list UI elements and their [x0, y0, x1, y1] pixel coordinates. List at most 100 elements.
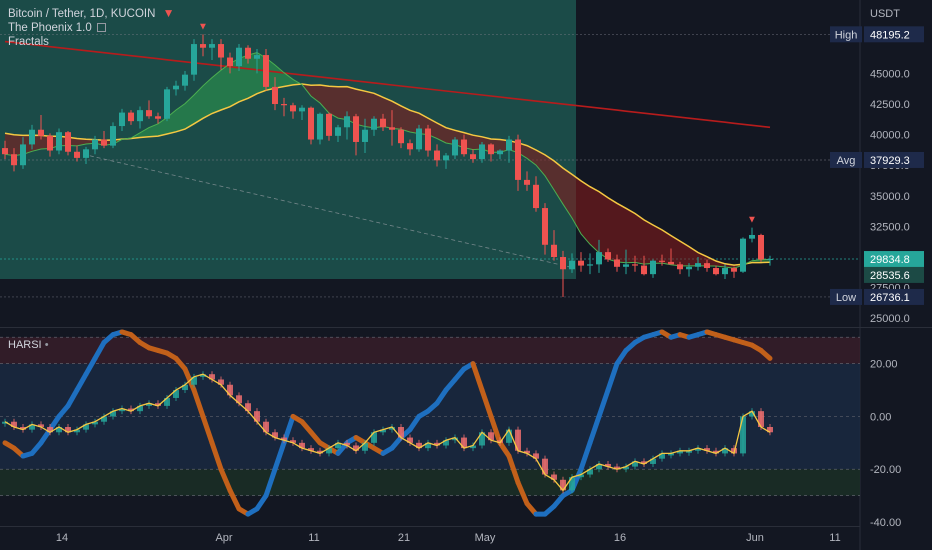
- rsi-ribbon-segment: [182, 366, 197, 393]
- ha-candle: [578, 474, 584, 478]
- candle-body: [749, 234, 755, 239]
- candle-body: [587, 264, 593, 266]
- time-tick-label: 16: [614, 532, 626, 544]
- ha-candle: [200, 374, 206, 377]
- ha-candle: [173, 390, 179, 398]
- ha-candle: [605, 463, 611, 467]
- badge-value-bg: [864, 26, 924, 43]
- ha-candle: [452, 437, 458, 441]
- ha-candle: [65, 427, 71, 433]
- badge-label: Low: [836, 292, 856, 304]
- ha-candle: [533, 453, 539, 459]
- ha-candle: [524, 450, 530, 454]
- time-tick-label: 11: [308, 532, 319, 544]
- ha-candle: [119, 408, 125, 412]
- ribbon-segment: [437, 122, 446, 144]
- ribbon-segment: [536, 149, 545, 176]
- ha-candle: [281, 437, 287, 441]
- candle-body: [371, 118, 377, 130]
- rsi-ribbon-segment: [254, 493, 269, 512]
- ha-candle: [92, 421, 98, 425]
- rsi-ribbon-segment: [272, 440, 287, 472]
- ha-candle: [461, 437, 467, 449]
- ribbon-segment: [203, 77, 212, 119]
- ha-candle: [551, 474, 557, 480]
- harsi-label[interactable]: HARSI: [8, 339, 42, 351]
- time-tick-label: 14: [56, 532, 68, 544]
- ha-candle: [236, 395, 242, 404]
- ribbon-segment: [410, 110, 419, 134]
- ha-candle: [596, 463, 602, 470]
- badge-value: 48195.2: [870, 29, 910, 41]
- rsi-ribbon-segment: [497, 440, 512, 459]
- candle-body: [281, 104, 287, 106]
- fractal-down-icon: ▼: [162, 6, 175, 20]
- rsi-ribbon-segment: [92, 340, 107, 361]
- candle-body: [479, 144, 485, 160]
- ribbon-segment: [239, 55, 248, 102]
- ribbon-segment: [311, 84, 320, 103]
- indicator-fractals-label[interactable]: Fractals: [8, 36, 49, 48]
- candle-body: [47, 135, 53, 151]
- candle-body: [290, 105, 296, 112]
- candle-body: [263, 55, 269, 87]
- ha-candle: [470, 445, 476, 449]
- ha-candle: [479, 432, 485, 446]
- badge-value: 26736.1: [870, 292, 910, 304]
- candle-body: [533, 184, 539, 209]
- rsi-tick-label: -40.00: [870, 517, 901, 529]
- candle-body: [119, 112, 125, 127]
- candle-body: [713, 268, 719, 275]
- candle-body: [434, 150, 440, 161]
- candle-body: [596, 252, 602, 265]
- ha-candle: [299, 442, 305, 449]
- candle-body: [542, 208, 548, 245]
- ribbon-segment: [338, 86, 347, 120]
- candle-body: [425, 128, 431, 151]
- ha-candle: [515, 429, 521, 451]
- price-tick-label: 32500.0: [870, 221, 910, 233]
- candle-body: [200, 44, 206, 48]
- ha-candle: [686, 450, 692, 453]
- rsi-ribbon-segment: [488, 413, 503, 446]
- candle-body: [407, 143, 413, 150]
- candle-body: [506, 139, 512, 151]
- candle-body: [740, 238, 746, 272]
- ha-candle: [290, 440, 296, 443]
- candle-body: [380, 118, 386, 128]
- badge-value-bg: [864, 151, 924, 168]
- ribbon-segment: [401, 105, 410, 133]
- candle-body: [155, 116, 161, 119]
- time-tick-label: Apr: [215, 532, 232, 544]
- price-tick-label: 45000.0: [870, 68, 910, 80]
- badge-value-bg: [864, 288, 924, 305]
- indicator-phoenix-label[interactable]: The Phoenix 1.0: [8, 22, 92, 34]
- lower-pane-legend: HARSI •: [8, 339, 49, 351]
- ha-candle: [11, 421, 17, 427]
- symbol-title[interactable]: Bitcoin / Tether, 1D, KUCOIN: [8, 8, 156, 20]
- candle-body: [326, 113, 332, 136]
- rsi-tick-label: 20.00: [870, 359, 898, 371]
- ribbon-segment: [248, 52, 257, 99]
- price-tick-label: 35000.0: [870, 191, 910, 203]
- ha-candle: [767, 427, 773, 433]
- candle-body: [20, 144, 26, 166]
- time-tick-label: May: [475, 532, 496, 544]
- fractal-marker-icon: ▼: [198, 21, 208, 32]
- ha-candle: [227, 384, 233, 396]
- ha-candle: [380, 429, 386, 433]
- rsi-ribbon-segment: [506, 453, 521, 485]
- ha-candle: [542, 458, 548, 475]
- ha-candle: [713, 450, 719, 454]
- ribbon-segment: [662, 229, 671, 265]
- candle-body: [641, 265, 647, 275]
- rsi-ribbon-segment: [758, 347, 773, 361]
- ha-candle: [569, 477, 575, 491]
- rsi-ribbon-segment: [407, 413, 422, 433]
- candle-body: [272, 86, 278, 105]
- candle-body: [317, 113, 323, 140]
- candle-body: [83, 149, 89, 158]
- candle-body: [101, 139, 107, 146]
- ha-candle: [623, 466, 629, 470]
